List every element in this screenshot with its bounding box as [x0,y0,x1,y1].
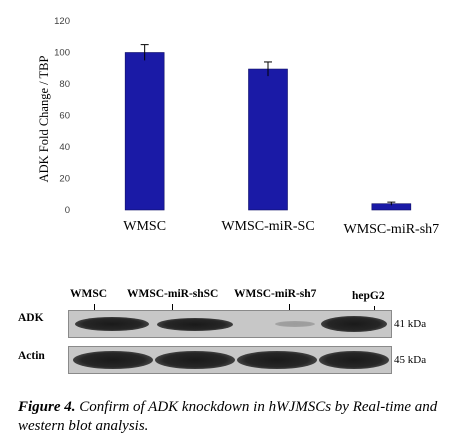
adk-band-hepg2 [321,316,387,332]
actin-size: 45 kDa [394,354,427,366]
chart-svg: 0 20 40 60 80 100 120 WMSC WMSC-miR-SC WMSC-miR-… [37,16,439,237]
y-tick-label: 60 [59,111,70,122]
row-label-actin: Actin [18,350,45,362]
bar-wmsc [124,52,165,211]
actin-band-wmsc-mir-sh7 [237,351,317,369]
actin-band-wmsc-mir-shsc [155,351,235,369]
bar-chart: 0 20 40 60 80 100 120 WMSC WMSC-miR-SC WMSC-miR-… [8,6,468,244]
lane-label-wmsc-mir-shsc: WMSC-miR-shSC [127,288,219,300]
bar-wmsc-mir-sc [248,68,288,211]
adk-band-wmsc-mir-sh7 [275,321,315,327]
adk-band-wmsc-mir-shsc [157,318,233,331]
lane-label-hepg2: hepG2 [352,290,385,302]
row-label-adk: ADK [18,312,44,324]
y-tick-label: 20 [59,174,70,185]
y-axis-label: ADK Fold Change / TBP [37,56,51,183]
category-label: WMSC [123,219,166,234]
western-blot: WMSC WMSC-miR-shSC WMSC-miR-sh7 hepG2 AD… [18,282,448,378]
y-tick-label: 120 [54,16,70,27]
category-label: WMSC-miR-sh7 [343,222,439,237]
lane-label-wmsc: WMSC [70,288,108,300]
y-tick-label: 100 [54,48,70,59]
actin-band-wmsc [73,351,153,369]
actin-membrane [68,346,392,374]
caption-text: Confirm of ADK knockdown in hWJMSCs by R… [18,399,438,434]
caption-label: Figure 4. [18,399,76,415]
actin-band-hepg2 [319,351,389,369]
adk-size: 41 kDa [394,318,427,330]
category-label: WMSC-miR-SC [221,219,314,234]
adk-membrane [68,310,392,338]
y-tick-label: 0 [65,205,70,216]
figure-caption: Figure 4. Confirm of ADK knockdown in hW… [18,398,458,436]
adk-band-wmsc [75,317,149,331]
y-tick-label: 80 [59,79,70,90]
lane-label-wmsc-mir-sh7: WMSC-miR-sh7 [234,288,317,300]
y-tick-label: 40 [59,142,70,153]
